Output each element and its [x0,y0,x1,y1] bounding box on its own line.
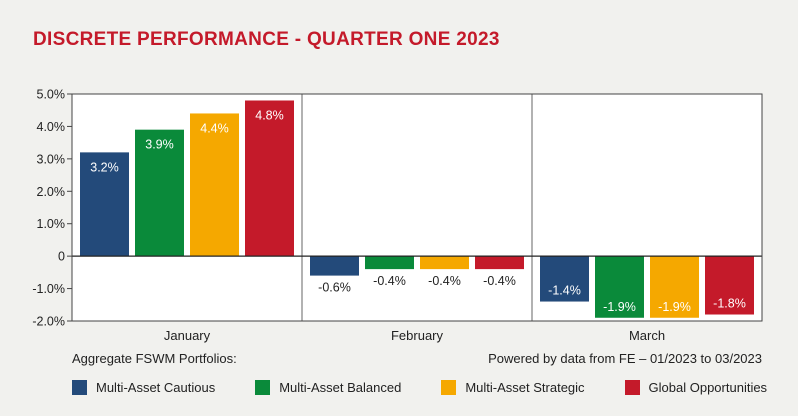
bar [365,256,414,270]
bar [310,256,359,276]
legend-swatch [624,380,640,395]
bar [705,256,754,315]
bar-value-label: 4.4% [200,121,229,135]
bar [135,129,184,257]
plot-border [71,93,763,322]
bar-value-label: 3.2% [90,160,119,174]
legend-label: Global Opportunities [648,380,768,395]
bar [80,152,129,257]
bar-value-label: 4.8% [255,108,284,122]
legend-label: Multi-Asset Balanced [279,380,402,395]
x-tick-label: March [629,328,665,343]
portfolio-caption: Aggregate FSWM Portfolios: [72,351,237,366]
data-source-note: Powered by data from FE – 01/2023 to 03/… [488,351,762,366]
bar-value-label: -1.9% [658,300,691,314]
y-tick-label: 3.0% [37,152,66,166]
bar-value-label: -0.6% [318,281,351,295]
bar [190,113,239,257]
legend-item: Global Opportunities [624,380,768,395]
legend-label: Multi-Asset Strategic [465,380,585,395]
plot-area [72,94,762,321]
legend-item: Multi-Asset Balanced [255,380,401,395]
legend-swatch [441,380,457,395]
bar-value-label: -1.4% [548,284,581,298]
legend-swatch [72,380,87,395]
legend-item: Multi-Asset Cautious [72,380,215,395]
bar-value-label: -1.9% [603,300,636,314]
bar [540,256,589,302]
chart-title: DISCRETE PERFORMANCE - QUARTER ONE 2023 [33,29,500,50]
bar-value-label: -0.4% [483,274,516,288]
x-tick-label: January [164,328,211,343]
y-tick-label: 0 [58,250,65,264]
bar [420,256,469,270]
y-tick-label: 5.0% [37,88,66,102]
y-tick-label: 1.0% [37,217,66,231]
y-tick-label: 2.0% [37,185,66,199]
bar [595,256,644,318]
bar [650,256,699,318]
bar-value-label: -0.4% [373,274,406,288]
legend-swatch [255,380,271,395]
bar-value-label: 3.9% [145,138,174,152]
bar-chart: -2.0% -1.0% 0 1.0% 2.0% 3.0% 4.0% 5.0% 3.2% 3.9% 4… [32,88,763,343]
bar [245,100,294,257]
bar-value-label: -0.4% [428,274,461,288]
x-tick-label: February [391,328,444,343]
bar-value-label: -1.8% [713,297,746,311]
bar [475,256,524,270]
chart-legend: Multi-Asset Cautious Multi-Asset Balance… [72,380,772,395]
legend-label: Multi-Asset Cautious [96,380,216,395]
legend-item: Multi-Asset Strategic [441,380,585,395]
y-tick-label: -1.0% [32,282,65,296]
y-tick-label: 4.0% [37,120,66,134]
y-tick-label: -2.0% [32,315,65,329]
